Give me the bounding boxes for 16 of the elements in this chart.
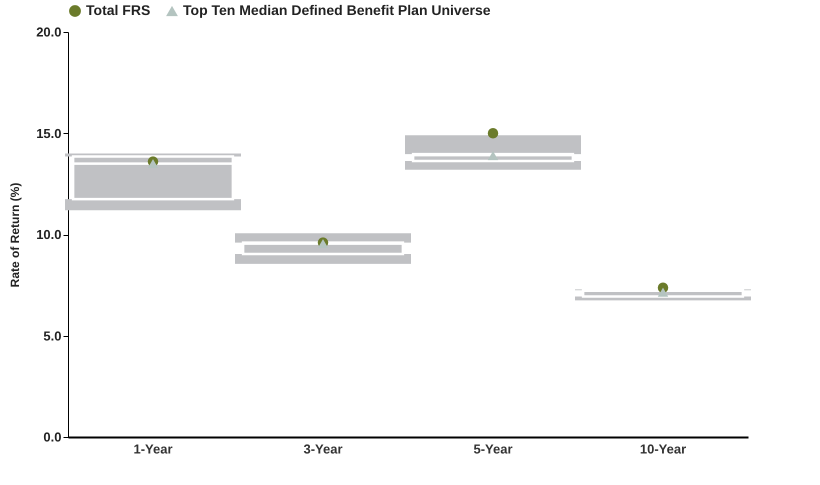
legend-label: Top Ten Median Defined Benefit Plan Universe — [183, 2, 491, 18]
legend-label: Total FRS — [86, 2, 150, 18]
y-axis-title: Rate of Return (%) — [8, 182, 22, 288]
y-tick-label: 0.0 — [43, 430, 62, 444]
point — [148, 159, 158, 168]
x-tick-label: 3-Year — [303, 442, 343, 456]
x-tick-label: 10-Year — [640, 442, 686, 456]
y-tick-label: 10.0 — [36, 227, 62, 242]
x-tick-label: 1-Year — [133, 442, 173, 456]
point — [488, 128, 498, 138]
point — [488, 150, 498, 160]
y-tick-label: 15.0 — [36, 126, 62, 141]
y-tick-label: 20.0 — [36, 24, 62, 40]
point — [658, 288, 668, 297]
y-tick-label: 5.0 — [43, 328, 62, 344]
x-tick-label: 5-Year — [473, 442, 513, 456]
